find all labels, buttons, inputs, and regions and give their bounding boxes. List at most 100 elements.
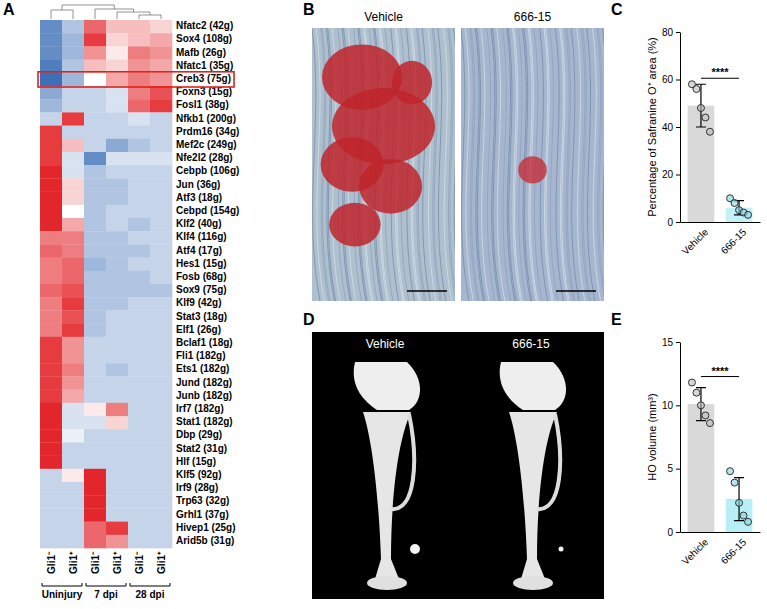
heatmap-cell (40, 324, 62, 338)
group-label: 7 dpi (94, 589, 118, 600)
heatmap-cell (106, 126, 128, 140)
heatmap-cell (106, 20, 128, 34)
heatmap-cell (62, 46, 84, 60)
x-tick-label: 666-15 (719, 226, 749, 256)
y-tick-label: 10 (662, 400, 674, 411)
row-label: Cebpb (106g) (176, 165, 239, 176)
tissue-fiber (597, 28, 604, 301)
bone-render (354, 362, 420, 590)
heatmap-cell (62, 205, 84, 219)
tissue-fiber (565, 28, 573, 301)
heatmap-cell (40, 522, 62, 536)
heatmap-cell (150, 390, 172, 404)
row-label: Elf1 (26g) (176, 324, 221, 335)
tissue-fiber (560, 28, 568, 301)
heatmap-cell (106, 86, 128, 100)
column-label: Gli1⁻ (90, 551, 101, 574)
x-tick: 666-15 (719, 532, 749, 566)
row-label: Fosl1 (38g) (176, 99, 229, 110)
heatmap-cell (106, 46, 128, 60)
heatmap-cell (84, 20, 106, 34)
row-label: Mafb (26g) (176, 47, 226, 58)
heatmap-cell (62, 522, 84, 536)
heatmap-cell (150, 482, 172, 496)
heatmap-cell (40, 482, 62, 496)
heatmap-cell (106, 284, 128, 298)
tissue-fiber (550, 28, 558, 301)
heatmap-cell (150, 350, 172, 364)
heatmap-cell (62, 244, 84, 258)
heatmap-cell (40, 258, 62, 272)
heatmap-cell (84, 73, 106, 87)
y-tick-label: 80 (662, 27, 674, 38)
heatmap-cell (40, 416, 62, 430)
heatmap-cell (106, 495, 128, 509)
y-tick: 80 (662, 27, 680, 38)
heatmap-cell (128, 416, 150, 430)
image-title: Vehicle (366, 337, 405, 351)
heatmap-cell (62, 192, 84, 206)
significance-label: **** (711, 365, 729, 377)
column-label: Gli1⁻ (46, 551, 57, 574)
y-tick-mark (676, 175, 680, 176)
row-label: Nfe2l2 (28g) (176, 152, 233, 163)
heatmap-cell (106, 139, 128, 153)
y-tick-mark (676, 342, 680, 343)
heatmap-cell (150, 178, 172, 192)
heatmap-cell (106, 403, 128, 417)
heatmap-cell (84, 429, 106, 443)
heatmap-cell (84, 535, 106, 549)
tissue-fiber (491, 28, 499, 301)
heatmap-cell (84, 46, 106, 60)
row-label: Atf3 (18g) (176, 192, 222, 203)
heatmap-cell (84, 86, 106, 100)
column-label: Gli1⁺ (112, 551, 123, 574)
heatmap-cell (150, 152, 172, 166)
heatmap-cell (84, 178, 106, 192)
y-axis-title: HO volume (mm³) (646, 393, 658, 480)
heatmap-cell (128, 112, 150, 126)
heatmap-cell (40, 535, 62, 549)
heatmap-cell (62, 20, 84, 34)
row-label: Klf2 (40g) (176, 218, 222, 229)
heatmap-cell (40, 73, 62, 87)
heatmap-cell (84, 495, 106, 509)
heatmap-cell (40, 205, 62, 219)
heatmap-cell (150, 165, 172, 179)
heatmap-cell (128, 350, 150, 364)
heatmap-cell (62, 33, 84, 47)
heatmap-cell (62, 535, 84, 549)
heatmap-cell (84, 205, 106, 219)
heatmap-cell (40, 271, 62, 285)
heatmap-cell (62, 152, 84, 166)
x-axis: Vehicle666-15 (680, 532, 761, 567)
safranin-stain (518, 156, 547, 183)
heatmap-cell (150, 112, 172, 126)
heatmap-cell (40, 218, 62, 232)
heatmap-cell (128, 482, 150, 496)
heatmap-cell (128, 178, 150, 192)
heatmap-cell (84, 363, 106, 377)
heatmap-cell (84, 297, 106, 311)
y-tick-label: 0 (667, 217, 673, 228)
heatmap-cell (62, 508, 84, 522)
heatmap-cell (128, 390, 150, 404)
heatmap-cell (150, 231, 172, 245)
histology-image (461, 28, 604, 301)
safranin-stain (359, 159, 422, 214)
heatmap-cell (106, 442, 128, 456)
row-label: Hivep1 (25g) (176, 522, 235, 533)
heatmap-cell (150, 324, 172, 338)
bone-render (500, 362, 566, 590)
heatmap-cell (84, 350, 106, 364)
ossification (410, 544, 420, 554)
heatmap-cell (84, 99, 106, 113)
row-label: Irf7 (182g) (176, 403, 224, 414)
group-label: Uninjury (42, 589, 83, 600)
heatmap-cell (150, 376, 172, 390)
heatmap-cell (150, 284, 172, 298)
heatmap-cell (40, 112, 62, 126)
heatmap-cell (128, 165, 150, 179)
y-tick: 20 (662, 169, 680, 180)
x-axis: Vehicle666-15 (680, 222, 761, 257)
